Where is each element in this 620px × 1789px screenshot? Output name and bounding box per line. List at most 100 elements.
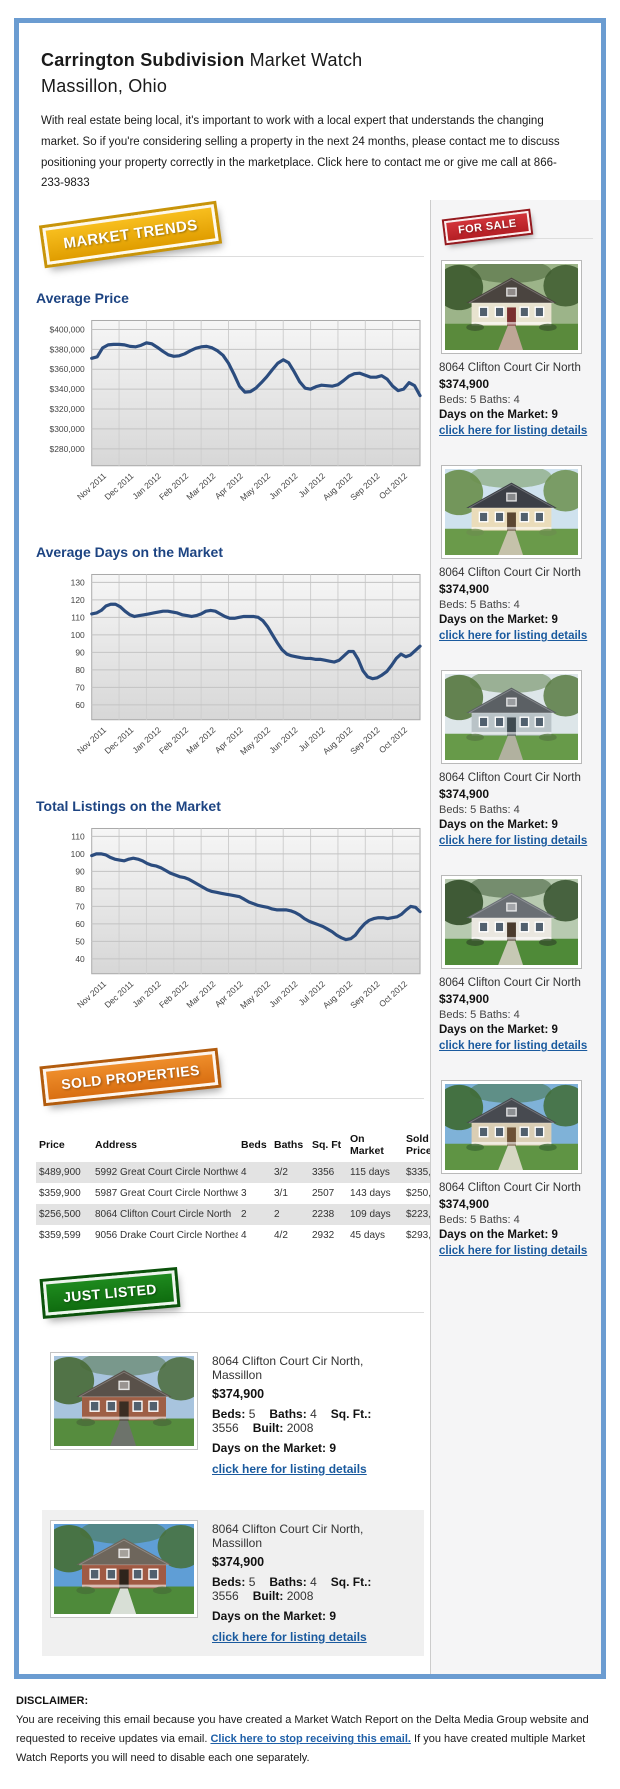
house-photo [441,1079,582,1174]
cell-baths: 4/2 [274,1229,288,1241]
house-photo [441,669,582,764]
cell-sqft: 2238 [312,1208,335,1220]
svg-text:80: 80 [75,665,85,675]
main-column: MARKET TRENDS Average Price $400,000 $380… [19,200,459,1674]
svg-text:$320,000: $320,000 [50,404,85,414]
cell-baths: 3/1 [274,1187,288,1199]
svg-text:100: 100 [71,849,85,859]
col-sqft: Sq. Ft [312,1138,342,1151]
cell-baths: 3/2 [274,1166,288,1178]
svg-text:Mar 2012: Mar 2012 [184,470,217,501]
spec-value: 5 [248,1574,256,1589]
listing-specs: Beds: 5 Baths: 4 Sq. Ft.: 3556 Built: 2008 [212,1407,416,1435]
divider-line [48,1097,424,1099]
spec-value: 4 [310,1574,317,1589]
cell-price: $359,900 [39,1187,81,1199]
table-row: $359,599 9056 Drake Court Circle Northeas… [36,1225,459,1246]
svg-text:Mar 2012: Mar 2012 [184,724,217,755]
listing-days-on-market: Days on the Market: 9 [212,1608,337,1623]
svg-text:Mar 2012: Mar 2012 [184,978,217,1009]
svg-text:50: 50 [75,936,85,946]
disclaimer-heading: DISCLAIMER: [16,1694,89,1707]
house-photo [441,874,582,969]
sold-properties-badge: SOLD PROPERTIES [42,1050,219,1103]
svg-text:70: 70 [75,682,85,692]
listing-address: 8064 Clifton Court Cir North [439,566,581,579]
content-row: MARKET TRENDS Average Price $400,000 $380… [19,199,601,1674]
listing-beds-baths: Beds: 5 Baths: 4 [439,803,520,816]
intro-text: With real estate being local, it's impor… [41,115,560,190]
for-sale-listing: 8064 Clifton Court Cir North $374,900 Be… [439,259,593,439]
listing-details-link[interactable]: click here for listing details [439,834,588,847]
table-row: $489,900 5992 Great Court Circle Northwes… [36,1161,459,1183]
listing-info: 8064 Clifton Court Cir North, Massillon … [212,1352,416,1478]
svg-text:60: 60 [75,700,85,710]
listing-details-link[interactable]: click here for listing details [439,1244,588,1257]
svg-text:100: 100 [71,630,85,640]
disclaimer: DISCLAIMER: You are receiving this email… [16,1695,604,1769]
email-container: Carrington Subdivision Market Watch Mass… [14,18,606,1679]
listing-price: $374,900 [212,1386,265,1401]
svg-text:May 2012: May 2012 [238,724,272,756]
sold-properties-table: Price Address Beds Baths Sq. Ft On Marke… [36,1128,459,1246]
svg-text:40: 40 [75,954,85,964]
svg-text:Nov 2011: Nov 2011 [75,470,108,501]
listing-specs: Beds: 5 Baths: 4 Sq. Ft.: 3556 Built: 2008 [212,1575,416,1603]
cell-address: 8064 Clifton Court Circle North [95,1208,232,1220]
listing-details-link[interactable]: click here for listing details [439,629,588,642]
title-city: Massillon, Ohio [41,76,168,97]
cell-sqft: 2507 [312,1187,335,1199]
cell-sold-price: $250,700 [406,1187,448,1199]
unsubscribe-link[interactable]: Click here to stop receiving this email. [210,1733,411,1746]
spec-value: 5 [248,1406,256,1421]
spec-value: 2008 [286,1420,314,1435]
svg-text:Oct 2012: Oct 2012 [377,470,409,501]
listing-beds-baths: Beds: 5 Baths: 4 [439,1008,520,1021]
spec-label: Baths: [269,1574,307,1589]
cell-sold-price: $223,800 [406,1208,448,1220]
svg-text:Feb 2012: Feb 2012 [157,978,190,1009]
just-listed-badge-row: JUST LISTED [42,1270,424,1328]
cell-on-market: 45 days [350,1229,386,1241]
listing-price: $374,900 [439,991,490,1006]
listing-days-on-market: Days on the Market: 9 [439,818,558,831]
listing-days-on-market: Days on the Market: 9 [212,1440,337,1455]
cell-address: 5992 Great Court Circle Northwest [95,1166,238,1178]
svg-text:Sep 2012: Sep 2012 [348,724,382,756]
sidebar: FOR SALE 8064 Clifton Court Cir North $3… [430,199,601,1674]
listing-details-link[interactable]: click here for listing details [439,424,588,437]
svg-text:$340,000: $340,000 [50,384,85,394]
svg-text:110: 110 [71,612,85,622]
listing-address: 8064 Clifton Court Cir North [439,976,581,989]
svg-text:80: 80 [75,884,85,894]
listing-details-link[interactable]: click here for listing details [212,1461,367,1476]
title-subdivision: Carrington Subdivision [41,50,245,70]
cell-sqft: 2932 [312,1229,335,1241]
svg-text:60: 60 [75,919,85,929]
average-price-chart: $400,000 $380,000 $360,000 $340,000 $320,000… [50,319,422,503]
listing-beds-baths: Beds: 5 Baths: 4 [439,393,520,406]
svg-text:Dec 2011: Dec 2011 [102,470,135,501]
svg-text:90: 90 [75,866,85,876]
listing-days-on-market: Days on the Market: 9 [439,613,558,626]
table-header-row: Price Address Beds Baths Sq. Ft On Marke… [36,1128,459,1162]
svg-text:110: 110 [71,831,85,841]
svg-text:$300,000: $300,000 [50,424,85,434]
table-row: $359,900 5987 Great Court Circle Northwes… [36,1183,459,1204]
spec-value: 3556 [212,1420,239,1435]
house-photo [50,1351,198,1450]
listing-details-link[interactable]: click here for listing details [439,1039,588,1052]
cell-beds: 3 [241,1187,247,1199]
cell-address: 9056 Drake Court Circle Northeast [95,1229,238,1241]
listing-address: 8064 Clifton Court Cir North, Massillon [212,1521,364,1550]
cell-sqft: 3356 [312,1166,335,1178]
svg-text:Nov 2011: Nov 2011 [75,724,108,755]
col-on-market: On Market [350,1132,384,1157]
listing-price: $374,900 [439,786,490,801]
market-trends-badge-row: MARKET TRENDS [42,204,424,274]
col-address: Address [95,1138,138,1151]
listing-details-link[interactable]: click here for listing details [212,1629,367,1644]
spec-label: Sq. Ft.: [330,1406,372,1421]
